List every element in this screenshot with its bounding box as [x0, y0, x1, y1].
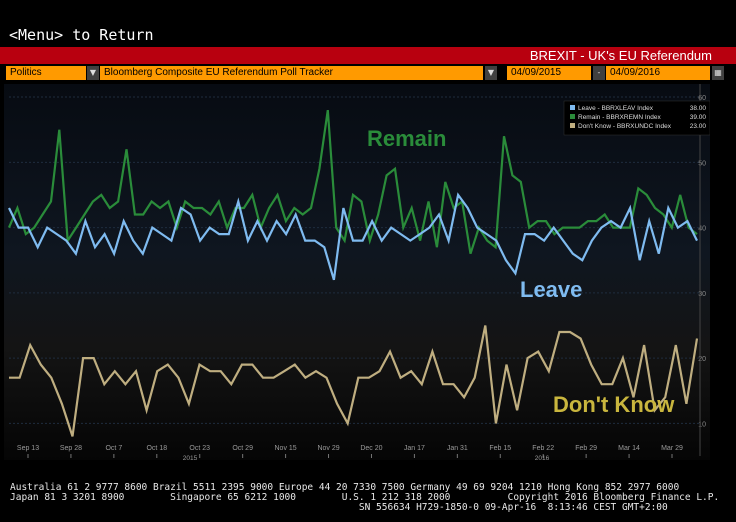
x-tick-label: Oct 23 — [189, 445, 210, 452]
x-tick-label: Nov 15 — [275, 445, 297, 452]
x-tick-label: Sep 13 — [17, 445, 39, 452]
date-separator-icon: - — [593, 66, 605, 80]
x-tick-label: Jan 17 — [404, 445, 425, 452]
session-line: SN 556634 H729-1850-0 09-Apr-16 8:13:46 … — [10, 503, 719, 513]
x-tick-label: Mar 14 — [618, 445, 640, 452]
category-field[interactable]: Politics — [6, 66, 86, 80]
y-tick-label: 50 — [698, 160, 706, 167]
dont-know-label: Don't Know — [553, 392, 675, 417]
x-tick-label: Sep 28 — [60, 445, 82, 452]
legend-swatch — [570, 123, 575, 128]
y-tick-label: 10 — [698, 421, 706, 428]
x-tick-label: Nov 29 — [317, 445, 339, 452]
legend-entry-name: Don't Know - BBRXUNDC Index — [578, 123, 672, 130]
x-tick-label: Feb 15 — [489, 445, 511, 452]
x-year-label: 2016 — [535, 455, 550, 460]
end-date-field[interactable]: 04/09/2016 — [606, 66, 710, 80]
tracker-dropdown-icon[interactable]: ▼ — [485, 66, 497, 80]
legend-entry-value: 38.00 — [690, 105, 707, 112]
remain-label: Remain — [367, 126, 446, 151]
category-dropdown-icon[interactable]: ▼ — [87, 66, 99, 80]
x-tick-label: Feb 22 — [532, 445, 554, 452]
window-title: BREXIT - UK's EU Referendum — [530, 48, 712, 63]
legend-entry-name: Remain - BBRXREMN Index — [578, 114, 661, 121]
legend-entry-value: 39.00 — [690, 114, 707, 121]
x-tick-label: Dec 20 — [360, 445, 382, 452]
x-tick-label: Oct 29 — [232, 445, 253, 452]
tracker-field[interactable]: Bloomberg Composite EU Referendum Poll T… — [100, 66, 483, 80]
x-tick-label: Jan 31 — [447, 445, 468, 452]
chart-legend: Leave - BBRXLEAV Index 38.00 Remain - BBRX… — [564, 101, 710, 135]
legend-entry-value: 23.00 — [690, 123, 707, 130]
legend-swatch — [570, 114, 575, 119]
y-tick-label: 40 — [698, 226, 706, 233]
x-tick-label: Mar 29 — [661, 445, 683, 452]
poll-chart: Sep 13 Sep 28 Oct 7 Oct 18 Oct 23 Oct 29 Nov 1… — [4, 84, 710, 460]
legend-entry-name: Leave - BBRXLEAV Index — [578, 105, 654, 112]
leave-label: Leave — [520, 277, 582, 302]
bottom-info-bar: Australia 61 2 9777 8600 Brazil 5511 239… — [10, 483, 719, 513]
x-tick-label: Oct 7 — [105, 445, 122, 452]
start-date-field[interactable]: 04/09/2015 — [507, 66, 591, 80]
y-tick-label: 20 — [698, 356, 706, 363]
x-tick-label: Feb 29 — [575, 445, 597, 452]
x-year-label: 2015 — [183, 455, 198, 460]
y-tick-label: 30 — [698, 291, 706, 298]
x-tick-label: Oct 18 — [146, 445, 167, 452]
calendar-icon[interactable]: ▦ — [712, 66, 724, 80]
menu-return-link[interactable]: <Menu> to Return — [9, 26, 154, 44]
legend-swatch — [570, 105, 575, 110]
